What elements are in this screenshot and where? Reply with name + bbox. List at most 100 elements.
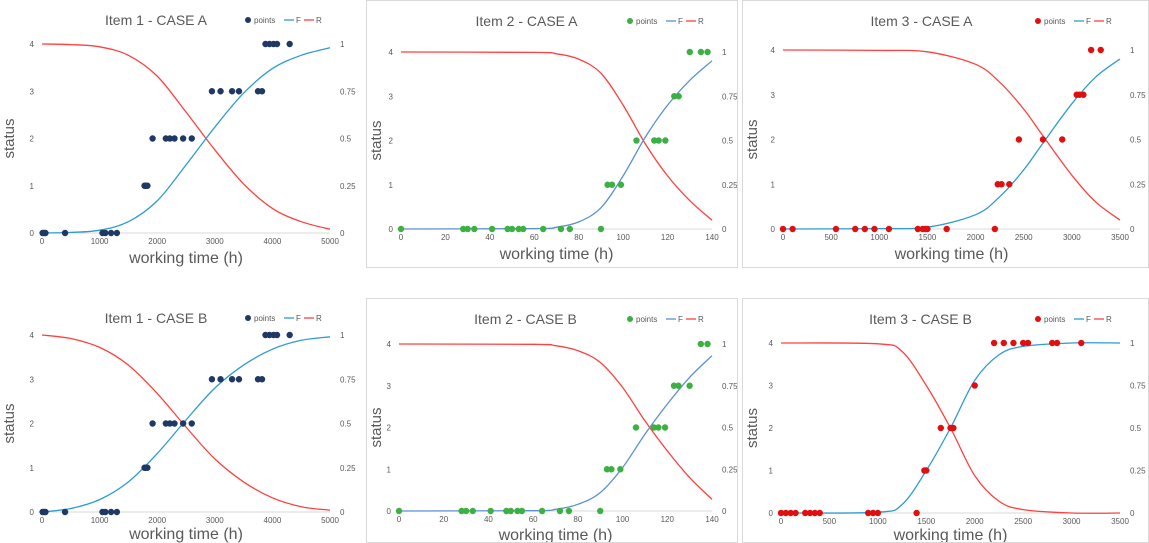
- y2-tick-label: 0.5: [722, 424, 734, 433]
- data-point: [258, 88, 266, 95]
- data-point: [782, 509, 790, 517]
- x-tick-label: 500: [824, 233, 838, 242]
- y-tick-label: 1: [387, 465, 392, 474]
- x-tick-label: 5000: [321, 516, 339, 525]
- data-point: [651, 137, 658, 144]
- x-tick-label: 1000: [91, 237, 109, 246]
- data-point: [1000, 339, 1007, 347]
- series-line-F: [400, 60, 713, 230]
- chart-svg-item3-case-b: Item 3 - CASE B points F R 0 500 1000 1500 2000 2…: [744, 311, 1146, 542]
- chart-svg-item3-case-a: Item 3 - CASE A points F R 0 500 1000 1500 2000 2…: [744, 13, 1146, 263]
- x-tick-label: 20: [439, 515, 448, 524]
- series-line-R: [782, 49, 1121, 221]
- data-point: [1053, 339, 1061, 347]
- y-tick-label: 4: [30, 40, 35, 49]
- data-point: [697, 340, 705, 348]
- y2-tick-label: 0: [1130, 509, 1135, 518]
- x-tick-label: 3000: [1063, 517, 1081, 526]
- data-point: [914, 225, 921, 233]
- legend-label-F: F: [1086, 17, 1091, 26]
- data-point: [802, 509, 809, 517]
- data-point: [507, 507, 514, 515]
- data-point: [42, 229, 49, 237]
- data-point: [603, 466, 611, 473]
- y-tick-label: 4: [389, 48, 394, 57]
- data-point: [650, 424, 658, 431]
- legend-label-points: points: [254, 314, 275, 323]
- data-point: [228, 88, 236, 95]
- data-point: [171, 135, 178, 142]
- x-tick-label: 3000: [206, 237, 224, 246]
- data-point: [671, 93, 678, 100]
- y2-tick-label: 0.5: [1130, 136, 1142, 145]
- data-point: [144, 464, 151, 471]
- data-point: [991, 225, 999, 233]
- data-point: [662, 137, 669, 144]
- chart-title: Item 3 - CASE A: [871, 13, 974, 29]
- x-tick-label: 120: [661, 233, 675, 242]
- x-tick-label: 0: [40, 516, 45, 525]
- data-point: [792, 509, 799, 517]
- y-tick-label: 4: [30, 331, 35, 340]
- data-point: [1015, 136, 1023, 143]
- y2-tick-label: 0.25: [722, 181, 738, 190]
- y2-tick-label: 0.75: [1130, 91, 1146, 100]
- data-point: [1080, 91, 1087, 98]
- data-point: [806, 509, 814, 517]
- y-axis-label: status: [1, 403, 18, 443]
- data-point: [397, 225, 405, 233]
- y-tick-label: 2: [387, 424, 392, 433]
- series-line-F: [41, 47, 331, 234]
- data-point: [608, 466, 615, 473]
- data-point: [816, 509, 823, 517]
- data-point: [1039, 136, 1047, 143]
- legend: points F R: [627, 315, 704, 324]
- legend-label-F: F: [1086, 315, 1091, 324]
- legend-label-points: points: [254, 16, 275, 25]
- data-point: [697, 48, 705, 56]
- data-point: [1049, 339, 1056, 347]
- legend-label-R: R: [316, 314, 322, 323]
- x-tick-label: 1000: [91, 516, 109, 525]
- x-tick-label: 100: [616, 515, 630, 524]
- legend-marker-points: [245, 17, 251, 23]
- data-point: [102, 508, 109, 516]
- data-point: [188, 420, 195, 427]
- series-line-R: [398, 343, 713, 500]
- chart-title: Item 1 - CASE A: [105, 12, 208, 28]
- legend-label-F: F: [678, 17, 683, 26]
- data-point: [144, 182, 151, 189]
- data-point: [704, 340, 711, 348]
- data-point: [518, 507, 526, 515]
- legend: points F R: [1035, 17, 1112, 26]
- y2-tick-label: 0: [722, 507, 727, 516]
- data-point: [923, 467, 930, 474]
- data-point: [166, 135, 174, 142]
- y2-tick-label: 0.75: [1130, 382, 1146, 391]
- data-point: [208, 88, 216, 95]
- data-point: [937, 424, 945, 432]
- data-point: [787, 509, 794, 517]
- data-point: [102, 229, 109, 237]
- x-tick-label: 3000: [1063, 233, 1081, 242]
- y-tick-label: 4: [387, 340, 392, 349]
- series-line-R: [41, 43, 331, 230]
- data-point: [149, 420, 156, 427]
- legend-label-points: points: [1044, 315, 1065, 324]
- data-point: [1006, 181, 1013, 188]
- data-point: [188, 135, 195, 142]
- y-tick-label: 0: [769, 509, 774, 518]
- y-tick-label: 3: [389, 92, 394, 101]
- data-point: [557, 225, 565, 233]
- y2-tick-label: 1: [722, 340, 727, 349]
- series-line-R: [41, 334, 331, 511]
- x-tick-label: 3500: [1111, 517, 1129, 526]
- y-tick-label: 2: [30, 420, 35, 429]
- x-tick-label: 120: [661, 515, 675, 524]
- y2-tick-label: 1: [340, 331, 345, 340]
- data-point: [1087, 46, 1095, 54]
- data-point: [617, 466, 624, 473]
